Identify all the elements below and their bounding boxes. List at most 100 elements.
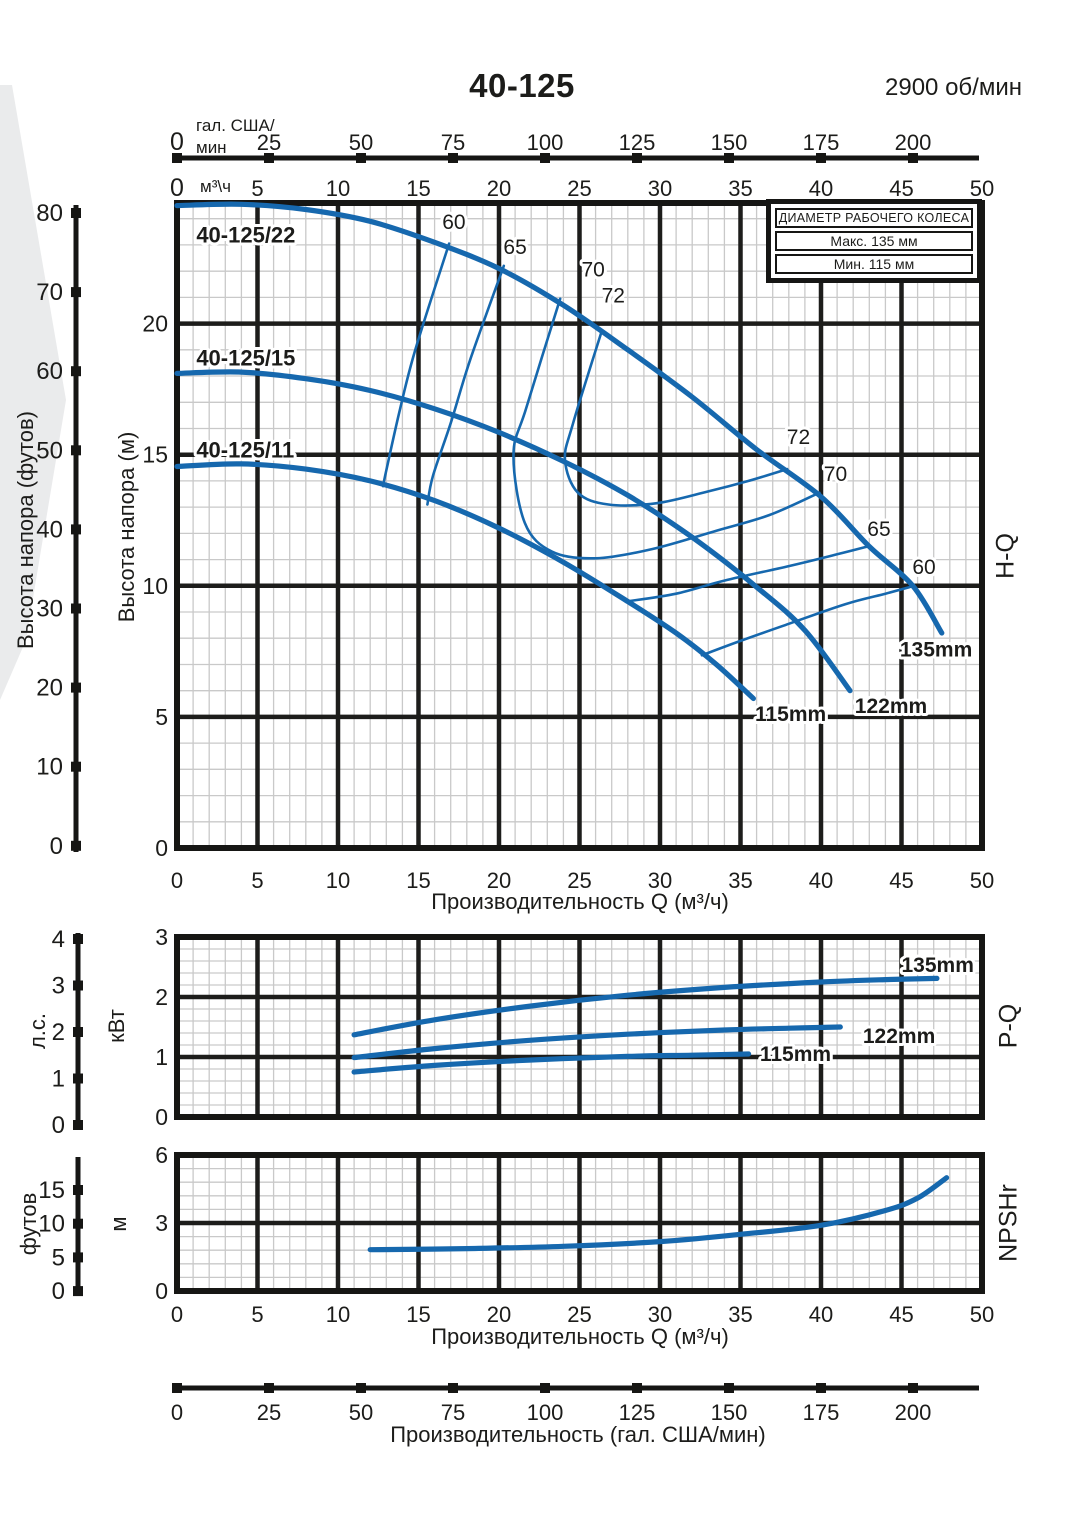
m3h-axis-unit: м³\ч xyxy=(200,177,231,196)
gal-top-axis-tick xyxy=(632,153,642,163)
gal-axis-unit-line1: гал. США/ xyxy=(196,116,275,135)
m3h-top-tick-label: 30 xyxy=(648,176,672,201)
pq-hp-axis-tick xyxy=(73,1027,83,1037)
gal-top-axis-tick-label: 175 xyxy=(803,130,840,155)
gal-top-axis-tick xyxy=(724,153,734,163)
hq-x-tick-label: 35 xyxy=(728,868,752,893)
efficiency-curve-72 xyxy=(563,328,789,507)
npsh-x-tick-label: 50 xyxy=(970,1302,994,1327)
hq-feet-axis-tick xyxy=(71,682,81,693)
gal-bottom-axis-tick-label: 125 xyxy=(619,1400,656,1425)
gal-bottom-axis-tick-label: 75 xyxy=(441,1400,465,1425)
gal-bottom-axis-tick xyxy=(448,1383,458,1393)
npsh-x-tick-label: 40 xyxy=(809,1302,833,1327)
hq-feet-axis-tick-label: 70 xyxy=(36,279,63,306)
hq-curve-label: 40-125/22 xyxy=(196,222,295,247)
hq-x-tick-label: 30 xyxy=(648,868,672,893)
pq-curve-label: 122mm xyxy=(863,1025,935,1048)
hq-x-tick-label: 15 xyxy=(406,868,430,893)
hq-feet-axis-tick-label: 40 xyxy=(36,516,63,543)
npsh-xaxis-title: Производительность Q (м³/ч) xyxy=(431,1324,729,1349)
pq-hp-axis-tick-label: 0 xyxy=(52,1112,65,1139)
hq-y-tick-label: 20 xyxy=(142,311,168,337)
gal-top-axis-tick xyxy=(264,153,274,163)
page-title: 40-125 xyxy=(469,67,575,104)
hq-feet-axis-tick-label: 10 xyxy=(36,754,63,781)
impeller-diameter-legend: ДИАМЕТР РАБОЧЕГО КОЛЕСА Макс. 135 мм Мин… xyxy=(766,199,982,283)
npsh-x-tick-label: 35 xyxy=(728,1302,752,1327)
gal-bottom-axis-title: Производительность (гал. США/мин) xyxy=(390,1422,766,1447)
hq-curve-40-125/15 xyxy=(174,369,853,694)
hq-x-tick-label: 45 xyxy=(889,868,913,893)
gal-bottom-axis-tick-label: 175 xyxy=(803,1400,840,1425)
efficiency-curve-60 xyxy=(700,585,911,657)
pq-curve-label: 115mm xyxy=(760,1043,831,1066)
pq-y-tick-label: 2 xyxy=(155,984,168,1010)
hq-y-tick-label: 0 xyxy=(155,835,168,861)
gal-top-axis-tick xyxy=(172,153,182,163)
npsh-feet-axis-tick xyxy=(73,1252,83,1263)
gal-bottom-axis-tick xyxy=(816,1383,826,1393)
hq-curve-40-125/22 xyxy=(174,201,945,636)
npsh-feet-axis-tick-label: 0 xyxy=(52,1278,65,1305)
npsh-x-tick-label: 5 xyxy=(251,1302,263,1327)
gal-bottom-axis-tick-label: 150 xyxy=(711,1400,748,1425)
npsh-y-tick-label: 0 xyxy=(155,1278,168,1304)
pq-hp-axis-tick-label: 3 xyxy=(52,973,65,1000)
pq-hp-axis-tick xyxy=(73,934,83,944)
background-watermark xyxy=(0,85,66,700)
pq-hp-axis-tick xyxy=(73,1073,83,1084)
gal-bottom-axis-tick-label: 25 xyxy=(257,1400,281,1425)
hq-curve-40-125/11 xyxy=(174,461,756,702)
m3h-top-tick-label: 10 xyxy=(326,176,350,201)
hq-feet-axis-tick-label: 60 xyxy=(36,358,63,385)
efficiency-label-70: 70 xyxy=(824,463,847,486)
pq-yaxis-title-kw: кВт xyxy=(104,1009,129,1043)
hq-x-tick-label: 20 xyxy=(487,868,511,893)
gal-bottom-axis-tick xyxy=(264,1383,274,1393)
pq-hp-axis-tick-label: 4 xyxy=(52,926,65,953)
gal-top-axis-tick xyxy=(540,153,550,163)
rpm-value: 2900 об/мин xyxy=(885,74,1022,101)
efficiency-label-70: 70 xyxy=(582,258,605,281)
hq-x-tick-label: 40 xyxy=(809,868,833,893)
efficiency-curve-70 xyxy=(512,297,821,560)
gal-bottom-axis-tick xyxy=(172,1383,182,1393)
gal-bottom-axis-tick xyxy=(632,1383,642,1393)
pq-side-label: P-Q xyxy=(994,1003,1023,1049)
m3h-top-tick-label: 0 xyxy=(170,174,184,202)
efficiency-label-65: 65 xyxy=(867,518,890,541)
hq-xaxis-title: Производительность Q (м³/ч) xyxy=(431,889,729,914)
pq-y-tick-label: 1 xyxy=(155,1044,168,1070)
gal-bottom-axis-tick-label: 0 xyxy=(171,1400,183,1425)
hq-feet-axis-tick-label: 80 xyxy=(36,200,63,227)
impeller-label: 115mm xyxy=(755,703,826,726)
npsh-yaxis-title-meters: м xyxy=(106,1216,131,1232)
m3h-top-tick-label: 15 xyxy=(406,176,430,201)
gal-top-axis-tick xyxy=(816,153,826,163)
npsh-feet-axis-tick xyxy=(73,1218,83,1229)
hq-yaxis-title-feet: Высота напора (футов) xyxy=(13,410,38,650)
hq-y-tick-label: 5 xyxy=(155,704,168,730)
m3h-top-tick-label: 40 xyxy=(809,176,833,201)
npsh-x-tick-label: 20 xyxy=(487,1302,511,1327)
hq-major-grid xyxy=(177,203,982,848)
gal-bottom-axis-tick xyxy=(724,1383,734,1393)
npsh-x-tick-label: 15 xyxy=(406,1302,430,1327)
pq-curve-115mm xyxy=(351,1051,752,1075)
pq-hp-axis-tick-label: 1 xyxy=(52,1066,65,1093)
gal-top-axis-tick-label: 0 xyxy=(170,128,184,156)
npsh-x-tick-label: 10 xyxy=(326,1302,350,1327)
legend-max-diameter: Макс. 135 мм xyxy=(775,231,973,251)
efficiency-label-60: 60 xyxy=(912,556,935,579)
hq-y-tick-label: 10 xyxy=(142,573,168,599)
hq-feet-axis-tick xyxy=(71,840,81,851)
hq-feet-axis-tick xyxy=(71,366,81,377)
npsh-side-label: NPSHr xyxy=(994,1184,1023,1262)
npsh-y-tick-label: 3 xyxy=(155,1210,168,1236)
efficiency-curve-60 xyxy=(381,242,451,488)
pq-curve-135mm xyxy=(351,975,940,1038)
npsh-major-grid xyxy=(177,1155,982,1291)
